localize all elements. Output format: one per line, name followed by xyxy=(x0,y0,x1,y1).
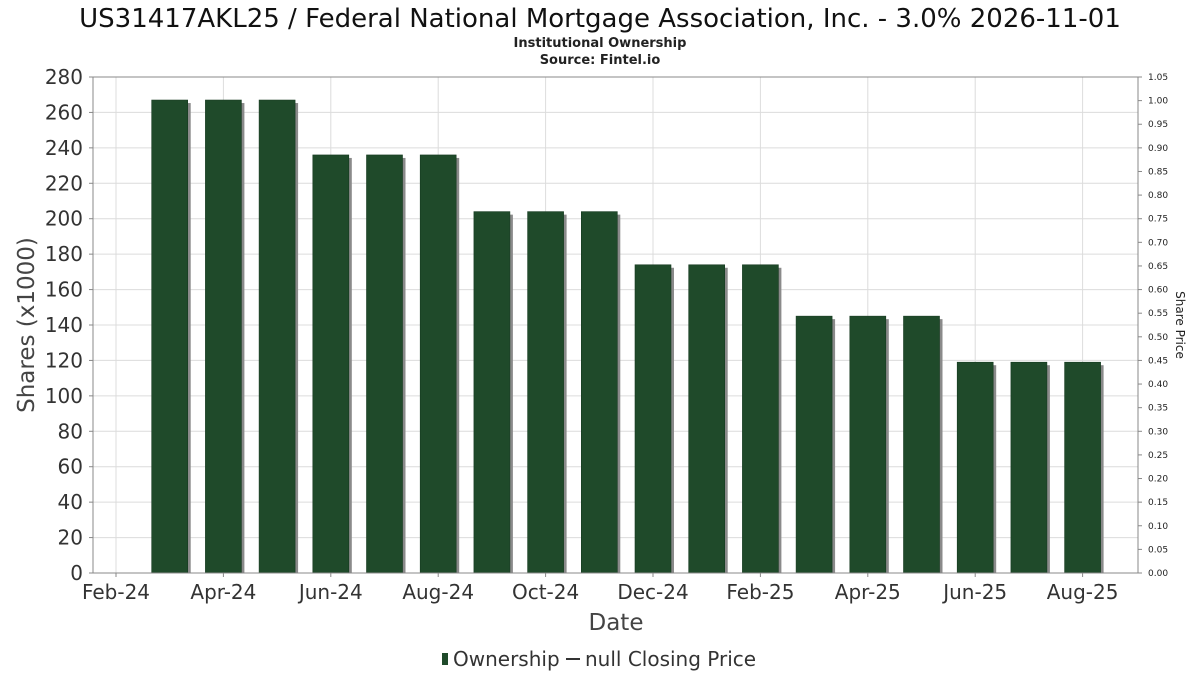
y2-tick-label: 0.45 xyxy=(1148,356,1168,366)
x-tick-label: Oct-24 xyxy=(512,580,579,604)
legend: Ownership null Closing Price xyxy=(442,647,756,671)
chart-subtitle: Institutional Ownership xyxy=(514,36,687,51)
ownership-bar xyxy=(419,154,457,574)
y-axis-label: Shares (x1000) xyxy=(14,237,40,413)
x-tick-label: Feb-24 xyxy=(82,580,150,604)
y-tick-label: 20 xyxy=(58,526,83,550)
y2-tick-label: 0.50 xyxy=(1148,333,1168,343)
x-tick-label: Apr-24 xyxy=(190,580,256,604)
ownership-bar xyxy=(258,99,296,574)
y-axis-ticks: 0 20 40 60 80 100 120 140 160 180 200 220 240 260 280 xyxy=(45,65,93,585)
x-tick-label: Feb-25 xyxy=(726,580,794,604)
y2-tick-label: 0.85 xyxy=(1148,167,1168,177)
y-tick-label: 220 xyxy=(45,171,83,195)
ownership-bar xyxy=(849,315,887,574)
y-tick-label: 120 xyxy=(45,348,83,372)
y2-tick-label: 0.10 xyxy=(1148,522,1168,532)
y2-tick-label: 0.95 xyxy=(1148,120,1168,130)
y2-tick-label: 1.00 xyxy=(1148,97,1168,107)
ownership-bar xyxy=(903,315,940,574)
bars xyxy=(151,99,1104,574)
x-axis-label: Date xyxy=(589,610,644,636)
ownership-bar xyxy=(312,154,350,574)
x-tick-label: Dec-24 xyxy=(617,580,688,604)
ownership-bar xyxy=(634,264,672,574)
ownership-bar xyxy=(205,99,242,574)
y2-tick-label: 0.40 xyxy=(1148,380,1168,390)
chart-title: US31417AKL25 / Federal National Mortgage… xyxy=(79,4,1121,34)
y-tick-label: 200 xyxy=(45,207,83,231)
y2-tick-label: 0.60 xyxy=(1148,286,1168,296)
ownership-bar xyxy=(742,264,779,574)
y2-tick-label: 0.25 xyxy=(1148,451,1168,461)
legend-ownership-label: Ownership xyxy=(453,647,560,671)
ownership-bar xyxy=(795,315,833,574)
legend-price-label: null Closing Price xyxy=(585,647,756,671)
y2-tick-label: 0.30 xyxy=(1148,427,1168,437)
ownership-bar xyxy=(1064,361,1101,574)
y-tick-label: 260 xyxy=(45,100,83,124)
y-tick-label: 240 xyxy=(45,136,83,160)
legend-ownership-swatch xyxy=(442,653,448,665)
y2-tick-label: 0.65 xyxy=(1148,262,1168,272)
chart-source: Source: Fintel.io xyxy=(540,53,661,68)
x-tick-label: Apr-25 xyxy=(835,580,901,604)
y2-tick-label: 1.05 xyxy=(1148,73,1168,83)
y2-tick-label: 0.35 xyxy=(1148,404,1168,414)
y2-tick-label: 0.20 xyxy=(1148,475,1168,485)
ownership-bar xyxy=(1010,361,1048,574)
y-tick-label: 140 xyxy=(45,313,83,337)
x-tick-label: Aug-25 xyxy=(1047,580,1119,604)
ownership-bar xyxy=(956,361,994,574)
y2-tick-label: 0.55 xyxy=(1148,309,1168,319)
y-tick-label: 40 xyxy=(58,490,83,514)
y-tick-label: 160 xyxy=(45,278,83,302)
y-tick-label: 280 xyxy=(45,65,83,89)
y2-tick-label: 0.15 xyxy=(1148,498,1168,508)
y-tick-label: 60 xyxy=(58,455,83,479)
ownership-bar xyxy=(580,211,618,574)
y-tick-label: 0 xyxy=(70,561,83,585)
ownership-bar xyxy=(151,99,188,574)
y-tick-label: 100 xyxy=(45,384,83,408)
x-axis-ticks: Feb-24 Apr-24 Jun-24 Aug-24 Oct-24 Dec-24 Feb-… xyxy=(82,573,1118,604)
x-tick-label: Jun-25 xyxy=(941,580,1007,604)
ownership-bar xyxy=(366,154,403,574)
x-tick-label: Aug-24 xyxy=(402,580,474,604)
y2-tick-label: 0.75 xyxy=(1148,215,1168,225)
x-tick-label: Jun-24 xyxy=(297,580,363,604)
y2-tick-label: 0.00 xyxy=(1148,569,1168,579)
y-tick-label: 180 xyxy=(45,242,83,266)
y2-tick-label: 0.80 xyxy=(1148,191,1168,201)
y2-tick-label: 0.70 xyxy=(1148,238,1168,248)
y-tick-label: 80 xyxy=(58,419,83,443)
y2-axis-ticks: 0.00 0.05 0.10 0.15 0.20 0.25 0.30 0.35 0.40 0.45… xyxy=(1138,73,1168,579)
y2-axis-label: Share Price xyxy=(1173,291,1187,359)
y2-tick-label: 0.90 xyxy=(1148,144,1168,154)
ownership-bar xyxy=(527,211,564,574)
ownership-bar xyxy=(688,264,726,574)
ownership-bar xyxy=(473,211,511,574)
y2-tick-label: 0.05 xyxy=(1148,545,1168,555)
